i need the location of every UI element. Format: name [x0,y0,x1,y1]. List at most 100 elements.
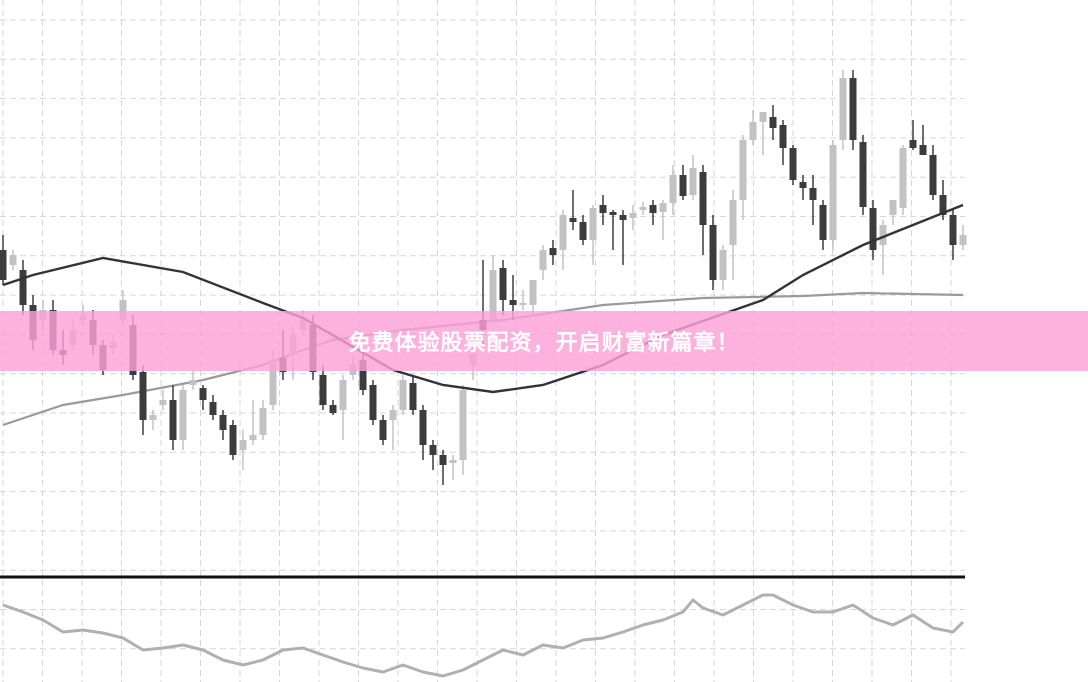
candle-body [729,200,737,245]
candle [609,210,617,250]
candle [9,250,17,270]
candle [699,165,707,255]
candle-body [759,112,767,122]
candle-body [749,122,757,140]
candle-body [369,385,377,420]
candle [189,370,197,390]
candle-body [919,145,927,155]
candle [219,410,227,440]
candle-body [909,140,917,148]
candle-body [339,380,347,410]
candle-body [419,410,427,445]
candle-body [19,270,27,305]
candle [329,400,337,415]
candle [619,210,627,265]
candle [899,145,907,215]
candle [869,200,877,260]
candle-body [939,195,947,215]
candle [589,205,597,265]
candle-body [609,212,617,215]
candle-body [699,172,707,225]
candle [709,215,717,290]
candle [149,410,157,430]
candle-body [659,203,667,212]
candle-body [489,270,497,320]
candle-body [959,235,967,245]
candle [689,155,697,200]
candle-body [679,175,687,196]
candle-body [649,205,657,213]
candle-body [829,145,837,240]
candle-body [249,435,257,440]
candle-body [379,420,387,440]
candle [409,375,417,415]
candle-body [439,455,447,465]
candle [919,125,927,155]
candle-body [529,280,537,305]
candle [0,235,7,285]
candles [0,70,967,485]
candle [679,165,687,200]
candle-body [269,360,277,405]
candle-body [239,440,247,450]
candle [779,120,787,165]
candle [639,202,647,215]
candle-body [9,255,17,265]
candle [249,400,257,445]
candle-body [579,222,587,240]
candle [559,210,567,270]
candle [949,210,957,260]
candle [519,290,527,310]
candle-body [589,208,597,240]
candle [889,200,897,225]
candle-body [229,425,237,455]
oscillator-line [2,593,965,678]
candle [209,395,217,420]
candle [429,440,437,470]
candle [909,120,917,150]
candle [259,400,267,440]
candle-body [779,125,787,148]
promo-banner[interactable]: 免费体验股票配资，开启财富新篇章！ [0,311,1088,371]
candle [719,245,727,290]
candle [139,365,147,435]
candle-body [739,140,747,200]
candle-body [149,415,157,420]
candle-body [459,390,467,460]
fast-ma-line [2,203,964,394]
candle-body [139,372,147,420]
candle [579,215,587,245]
candle-body [899,148,907,208]
candle-body [219,415,227,430]
candle-body [389,410,397,420]
candle-body [559,215,567,250]
candle [829,140,837,250]
candle-body [319,375,327,405]
candle-body [499,268,507,300]
candle [669,165,677,215]
candle [459,385,467,475]
candle-body [539,250,547,270]
candle-body [619,215,627,220]
candle [819,200,827,250]
candle [439,450,447,485]
candle-body [949,215,957,245]
candle-body [169,400,177,440]
candle-body [709,225,717,280]
candle-body [519,303,527,305]
candle [239,430,247,470]
candle [199,385,207,410]
candle-body [569,218,577,222]
candle-body [549,248,557,255]
candle-body [719,250,727,280]
candle-body [889,200,897,215]
candle [809,175,817,225]
candle-body [799,182,807,188]
candle-body [119,300,127,320]
candle [759,112,767,155]
candle-body [0,250,7,280]
candle [799,175,807,200]
candle [229,420,237,460]
promo-banner-text: 免费体验股票配资，开启财富新篇章！ [348,331,740,356]
candle-body [199,388,207,400]
